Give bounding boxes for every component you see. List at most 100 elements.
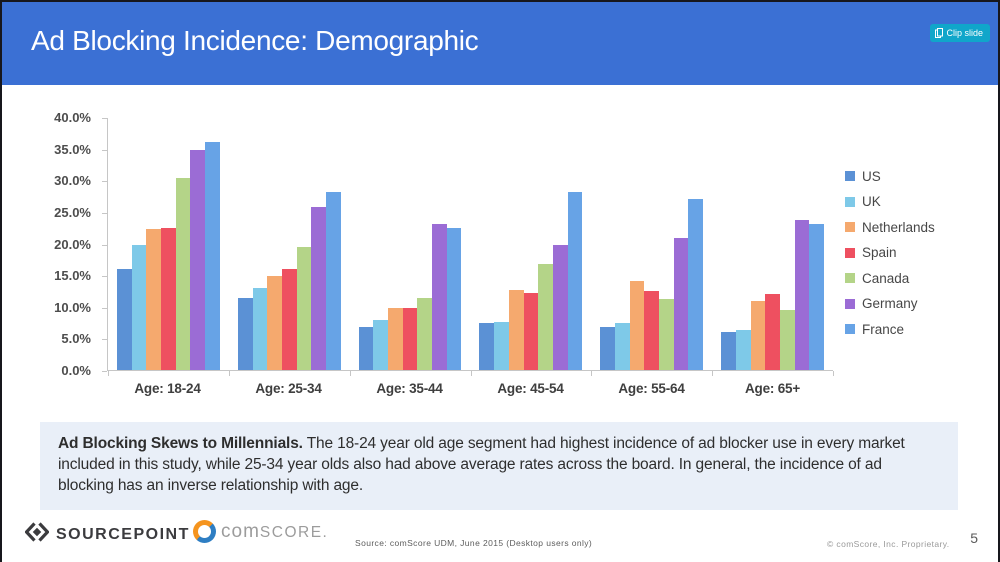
bar-france-1	[205, 141, 220, 370]
bar-canada-5	[659, 298, 674, 370]
callout-lead: Ad Blocking Skews to Millennials.	[58, 435, 303, 452]
x-category-label: Age: 25-34	[255, 381, 322, 396]
source-note: Source: comScore UDM, June 2015 (Desktop…	[355, 538, 593, 548]
bar-spain-2	[281, 268, 297, 370]
bar-netherlands-6	[750, 301, 766, 370]
callout-body: The 18-24 year old age segment had highe…	[58, 435, 905, 495]
chart-legend: US UK Netherlands Spain Canada Germany France	[845, 167, 935, 346]
y-tick-mark	[102, 118, 107, 119]
bar-uk-3	[373, 319, 389, 370]
y-tick-label: 30.0%	[54, 173, 91, 189]
bar-group	[229, 118, 350, 370]
bar-uk-4	[494, 322, 509, 370]
bar-group	[591, 118, 712, 370]
legend-item-us: US	[845, 167, 935, 185]
bar-uk-5	[615, 322, 630, 370]
bar-germany-5	[673, 237, 689, 370]
bar-germany-6	[794, 220, 810, 370]
bar-canada-1	[175, 177, 191, 370]
y-tick-label: 0.0%	[61, 363, 91, 378]
x-tick-mark	[591, 371, 593, 376]
bar-us-5	[600, 326, 615, 370]
bar-us-6	[721, 332, 736, 370]
bar-uk-6	[735, 329, 751, 370]
x-tick-mark	[349, 371, 351, 376]
bar-france-3	[446, 227, 462, 370]
bar-netherlands-1	[146, 228, 162, 370]
bar-us-1	[117, 269, 132, 370]
bar-group	[470, 118, 591, 370]
sourcepoint-wordmark: SOURCEPOINT	[56, 525, 190, 543]
bar-canada-6	[779, 309, 795, 370]
y-tick-mark	[102, 212, 107, 214]
screen-edge-left	[0, 0, 2, 562]
bar-netherlands-4	[508, 290, 524, 370]
x-category-label: Age: 55-64	[618, 381, 685, 396]
bar-uk-2	[252, 288, 268, 370]
bar-germany-1	[190, 150, 206, 370]
screen-edge-right	[998, 0, 1000, 562]
x-tick-mark	[833, 371, 834, 376]
page-number: 5	[970, 530, 978, 546]
comscore-logo: comSCORE.	[193, 520, 328, 543]
bar-spain-3	[402, 308, 418, 370]
comscore-wordmark-score: SCORE.	[259, 523, 329, 541]
bar-spain-5	[644, 290, 660, 370]
x-tick-mark	[108, 371, 109, 376]
page-title: Ad Blocking Incidence: Demographic	[31, 25, 479, 56]
y-tick-label: 15.0%	[54, 268, 91, 284]
callout-box: Ad Blocking Skews to Millennials. The 18…	[40, 422, 958, 510]
x-category-label: Age: 65+	[744, 381, 801, 396]
legend-item-canada: Canada	[845, 269, 935, 287]
legend-swatch	[845, 324, 855, 334]
legend-swatch	[845, 196, 855, 207]
bar-france-5	[688, 198, 704, 370]
y-tick-label: 35.0%	[54, 141, 91, 157]
y-tick-mark	[102, 149, 107, 151]
y-tick-label: 25.0%	[54, 204, 91, 220]
comscore-circle-icon	[193, 520, 216, 543]
bar-group	[108, 118, 229, 370]
x-tick-mark	[470, 371, 472, 376]
legend-item-spain: Spain	[845, 244, 935, 262]
plot-area	[102, 118, 834, 376]
y-tick-label: 40.0%	[54, 110, 91, 125]
y-tick-label: 5.0%	[61, 331, 91, 347]
bar-france-4	[567, 192, 583, 370]
clip-slide-label: Clip slide	[946, 28, 983, 38]
bar-canada-3	[417, 298, 433, 370]
sourcepoint-logo: SOURCEPOINT	[24, 520, 190, 549]
bar-us-3	[358, 327, 374, 370]
y-tick-mark	[102, 276, 107, 278]
y-axis-labels: 0.0% 5.0% 10.0% 15.0% 20.0% 25.0% 30.0% 35.0% 40…	[25, 110, 97, 378]
callout-text: Ad Blocking Skews to Millennials. The 18…	[58, 433, 940, 497]
bar-group	[350, 118, 471, 370]
x-category-label: Age: 18-24	[134, 381, 201, 396]
sourcepoint-diamond-icon	[24, 520, 50, 549]
bar-canada-4	[538, 264, 553, 370]
bar-germany-3	[432, 223, 447, 370]
clip-slide-button[interactable]: Clip slide	[930, 24, 990, 42]
bar-netherlands-2	[267, 275, 282, 370]
legend-item-france: France	[845, 320, 935, 338]
bar-group	[712, 118, 833, 370]
y-tick-mark	[102, 244, 107, 246]
legend-swatch	[845, 247, 855, 258]
y-tick-mark	[102, 181, 107, 183]
legend-label: Spain	[862, 245, 897, 260]
legend-swatch	[845, 273, 855, 283]
bar-netherlands-3	[388, 308, 403, 370]
bar-spain-1	[161, 227, 176, 370]
y-tick-mark	[102, 339, 107, 341]
bar-canada-2	[296, 247, 312, 370]
y-tick-mark	[102, 371, 107, 372]
bar-netherlands-5	[629, 280, 645, 370]
legend-item-germany: Germany	[845, 295, 935, 313]
x-category-label: Age: 45-54	[497, 381, 564, 396]
bar-uk-1	[131, 244, 147, 370]
bar-germany-2	[311, 206, 326, 370]
clipboard-icon	[935, 28, 944, 38]
bar-germany-4	[552, 244, 568, 370]
bar-us-4	[479, 323, 495, 370]
